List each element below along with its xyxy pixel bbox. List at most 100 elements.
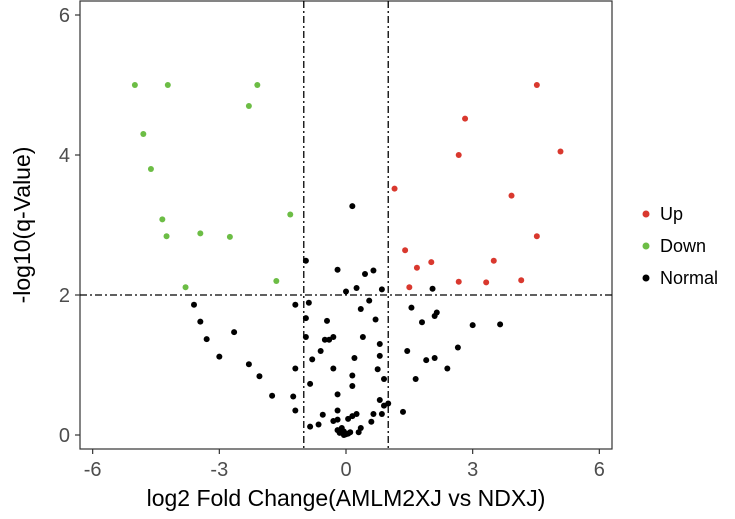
y-tick-label-3: 6 [59, 5, 70, 27]
x-tick-label-3: 3 [467, 459, 478, 481]
point-up-3 [455, 152, 462, 158]
point-normal-60 [370, 411, 377, 417]
point-normal-4 [334, 266, 341, 273]
point-normal-58 [292, 407, 299, 414]
y-tick-label-1: 2 [59, 285, 70, 307]
point-normal-70 [315, 421, 322, 428]
point-down-9 [197, 230, 204, 237]
point-down-2 [254, 82, 261, 88]
point-normal-48 [412, 376, 419, 382]
point-normal-5 [378, 286, 385, 293]
x-tick-label-1: -3 [210, 459, 228, 481]
point-normal-80 [343, 431, 349, 438]
point-normal-8 [292, 301, 299, 308]
point-normal-28 [326, 336, 333, 343]
point-up-11 [455, 278, 462, 285]
point-normal-32 [376, 341, 383, 347]
point-normal-19 [197, 318, 204, 325]
point-normal-26 [330, 334, 337, 340]
y-tick-label-0: 0 [59, 425, 70, 447]
point-normal-27 [321, 336, 328, 343]
point-up-8 [490, 257, 497, 264]
point-up-0 [533, 82, 540, 88]
point-normal-14 [408, 304, 415, 311]
point-normal-1 [302, 257, 309, 264]
point-down-3 [245, 103, 252, 109]
point-down-0 [131, 82, 138, 88]
point-normal-34 [216, 353, 223, 360]
point-normal-22 [497, 321, 504, 328]
legend-label-up: Up [660, 204, 683, 224]
point-down-8 [163, 233, 170, 240]
y-tick-label-2: 4 [59, 145, 70, 167]
point-normal-47 [381, 376, 387, 382]
threshold-lines [80, 1, 612, 449]
legend-key-down [642, 242, 650, 250]
point-normal-29 [359, 334, 366, 340]
point-normal-54 [290, 393, 297, 400]
point-down-5 [147, 166, 154, 172]
point-normal-63 [319, 411, 326, 418]
point-normal-68 [368, 418, 375, 425]
point-normal-35 [376, 352, 383, 359]
point-down-12 [182, 284, 189, 291]
point-normal-52 [269, 392, 276, 399]
point-normal-36 [404, 348, 411, 354]
point-up-5 [391, 185, 398, 192]
y-axis: 0 2 4 6 [59, 5, 80, 447]
point-normal-7 [366, 297, 373, 304]
point-normal-21 [469, 322, 476, 329]
point-normal-44 [444, 365, 451, 372]
point-down-4 [140, 131, 147, 137]
point-down-10 [226, 233, 233, 240]
point-normal-24 [231, 329, 238, 336]
point-down-11 [273, 278, 280, 284]
point-normal-59 [334, 407, 341, 414]
x-tick-label-2: 0 [340, 459, 351, 481]
point-normal-17 [419, 319, 425, 326]
point-up-7 [402, 247, 409, 254]
point-normal-69 [330, 418, 337, 424]
point-normal-9 [305, 299, 312, 306]
point-normal-3 [362, 271, 368, 277]
point-normal-30 [203, 336, 210, 343]
point-normal-18 [324, 317, 330, 324]
point-normal-31 [454, 344, 461, 351]
point-normal-10 [343, 288, 349, 295]
legend-key-up [642, 210, 650, 218]
point-normal-51 [349, 383, 356, 389]
plot-panel [79, 0, 613, 450]
point-normal-2 [370, 267, 377, 274]
point-normal-6 [353, 285, 360, 291]
legend-key-normal [642, 274, 650, 282]
y-axis-title: -log10(q-Value) [9, 147, 35, 304]
point-up-6 [533, 233, 540, 240]
point-normal-62 [378, 411, 385, 417]
point-down-7 [159, 216, 166, 223]
point-normal-13 [191, 301, 197, 308]
point-normal-50 [307, 380, 314, 387]
point-up-1 [462, 115, 469, 122]
x-tick-label-4: 6 [594, 459, 605, 481]
x-tick-label-0: -6 [84, 459, 102, 481]
point-normal-81 [307, 423, 314, 430]
point-normal-77 [355, 429, 362, 436]
point-up-12 [483, 279, 490, 286]
point-up-13 [518, 277, 525, 284]
point-normal-20 [431, 313, 438, 319]
point-up-9 [428, 259, 435, 266]
point-normal-41 [245, 361, 252, 368]
point-normal-53 [334, 391, 341, 398]
point-up-4 [508, 192, 515, 199]
point-normal-49 [256, 373, 263, 380]
point-up-10 [413, 264, 420, 271]
point-normal-38 [309, 356, 316, 363]
point-normal-65 [349, 413, 356, 420]
point-down-6 [287, 211, 294, 218]
point-up-2 [557, 148, 564, 155]
point-normal-11 [429, 285, 436, 292]
x-axis-title: log2 Fold Change(AMLM2XJ vs NDXJ) [147, 485, 546, 511]
point-normal-55 [376, 397, 383, 403]
point-normal-43 [330, 365, 337, 372]
